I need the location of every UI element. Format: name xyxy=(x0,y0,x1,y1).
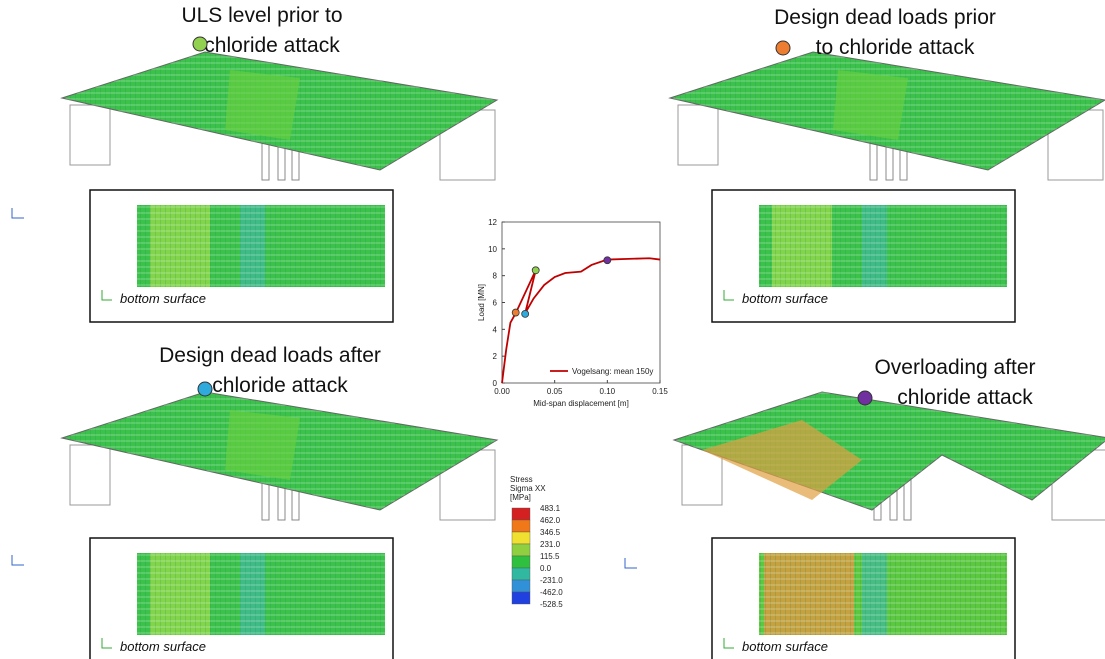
state-point xyxy=(512,309,519,316)
axis-triad xyxy=(12,555,24,565)
plot-area xyxy=(502,222,660,383)
panel-title: ULS level prior to xyxy=(181,4,342,27)
colorbar-label: 115.5 xyxy=(540,552,560,561)
surface-caption: bottom surface xyxy=(742,291,828,306)
state-marker xyxy=(858,391,872,405)
state-point xyxy=(532,267,539,274)
surface-caption: bottom surface xyxy=(120,291,206,306)
panel-title: Design dead loads prior xyxy=(774,6,996,29)
panel-title: chloride attack xyxy=(204,34,340,57)
colorbar-label: 231.0 xyxy=(540,540,561,549)
y-tick-label: 12 xyxy=(488,218,497,227)
panel: Design dead loads after chloride attack bo… xyxy=(62,344,497,659)
panel-title: Design dead loads after xyxy=(159,344,381,367)
legend-label: Vogelsang: mean 150y xyxy=(572,367,653,376)
y-axis-label: Load [MN] xyxy=(477,284,486,321)
colorbar-label: -528.5 xyxy=(540,600,563,609)
colorbar-cell xyxy=(512,592,530,604)
panel: ULS level prior to chloride attack bottom … xyxy=(62,4,497,322)
colorbar-cell xyxy=(512,532,530,544)
colorbar-label: -462.0 xyxy=(540,588,563,597)
colorbar-label: 346.5 xyxy=(540,528,561,537)
bridge-pier xyxy=(678,105,718,165)
stress-zone xyxy=(833,70,908,140)
stress-zone xyxy=(225,70,300,140)
y-tick-label: 8 xyxy=(493,272,498,281)
colorbar-label: 0.0 xyxy=(540,564,552,573)
y-tick-label: 4 xyxy=(493,325,498,334)
surface-mesh-lines xyxy=(137,205,385,287)
x-tick-label: 0.10 xyxy=(600,387,616,396)
state-marker xyxy=(776,41,790,55)
colorbar-cell xyxy=(512,580,530,592)
surface-mesh-lines xyxy=(759,553,1007,635)
state-marker xyxy=(193,37,207,51)
figure: ULS level prior to chloride attack bottom … xyxy=(0,0,1105,659)
panel-title: chloride attack xyxy=(897,386,1033,409)
x-tick-label: 0.15 xyxy=(652,387,668,396)
y-tick-label: 2 xyxy=(493,352,498,361)
x-tick-label: 0.05 xyxy=(547,387,563,396)
colorbar-title: Sigma XX xyxy=(510,484,546,493)
state-point xyxy=(522,310,529,317)
colorbar-cell xyxy=(512,556,530,568)
axis-triad xyxy=(12,208,24,218)
surface-caption: bottom surface xyxy=(120,639,206,654)
surface-mesh-lines xyxy=(759,205,1007,287)
panel-title: to chloride attack xyxy=(816,36,975,59)
bridge-pier xyxy=(70,105,110,165)
state-marker xyxy=(198,382,212,396)
colorbar-label: -231.0 xyxy=(540,576,563,585)
surface-mesh-lines xyxy=(137,553,385,635)
stress-zone xyxy=(225,410,300,480)
state-point xyxy=(604,257,611,264)
x-axis-label: Mid-span displacement [m] xyxy=(533,399,629,408)
panel-title: Overloading after xyxy=(874,356,1035,379)
colorbar-cell xyxy=(512,544,530,556)
axis-triad xyxy=(625,558,637,568)
x-tick-label: 0.00 xyxy=(494,387,510,396)
panel: Overloading after chloride attack bottom s… xyxy=(674,356,1105,659)
panel-title: chloride attack xyxy=(212,374,348,397)
colorbar-label: 483.1 xyxy=(540,504,561,513)
colorbar-label: 462.0 xyxy=(540,516,561,525)
bridge-pier xyxy=(70,445,110,505)
colorbar-cell xyxy=(512,568,530,580)
colorbar-title: [MPa] xyxy=(510,493,531,502)
y-tick-label: 6 xyxy=(493,299,498,308)
panel: Design dead loads prior to chloride attac… xyxy=(670,6,1105,322)
y-tick-label: 10 xyxy=(488,245,497,254)
colorbar-cell xyxy=(512,508,530,520)
surface-caption: bottom surface xyxy=(742,639,828,654)
colorbar-title: Stress xyxy=(510,475,533,484)
colorbar-cell xyxy=(512,520,530,532)
